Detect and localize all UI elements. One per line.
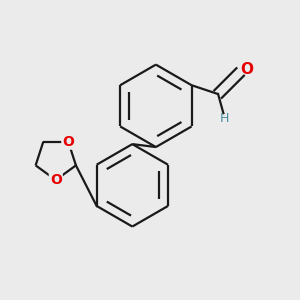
- Text: O: O: [240, 61, 253, 76]
- Text: O: O: [50, 173, 62, 187]
- Text: O: O: [62, 135, 74, 149]
- Text: H: H: [220, 112, 230, 125]
